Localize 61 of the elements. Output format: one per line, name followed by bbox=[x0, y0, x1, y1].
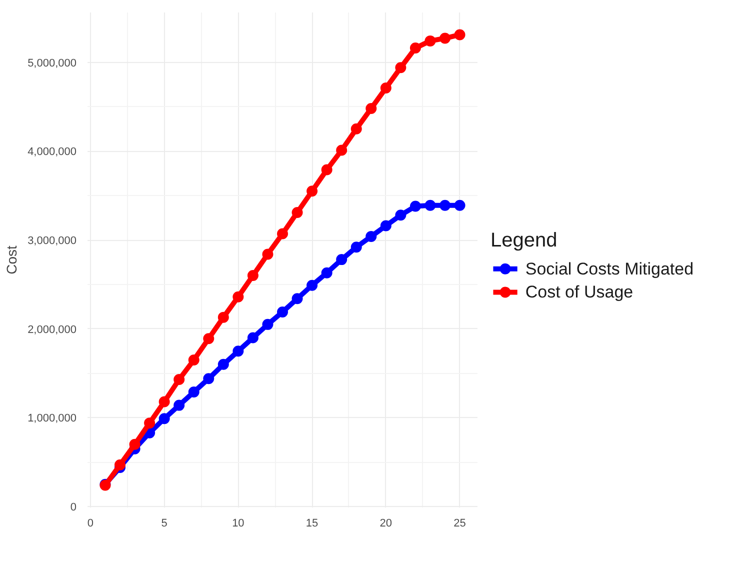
point bbox=[203, 373, 214, 384]
point bbox=[410, 42, 421, 54]
point bbox=[440, 200, 450, 211]
legend-title: Legend bbox=[490, 229, 558, 252]
point bbox=[158, 396, 170, 408]
point bbox=[262, 318, 274, 330]
point bbox=[277, 228, 288, 240]
y-tick-label: 5,000,000 bbox=[28, 57, 76, 70]
point bbox=[336, 144, 348, 156]
point bbox=[366, 230, 377, 242]
point bbox=[410, 200, 421, 212]
x-tick-label: 0 bbox=[87, 518, 94, 530]
y-tick-label: 2,000,000 bbox=[28, 324, 76, 336]
point bbox=[247, 270, 258, 282]
point bbox=[218, 312, 229, 323]
point bbox=[395, 210, 406, 221]
legend-label: Cost of Usage bbox=[525, 282, 634, 302]
point bbox=[129, 438, 140, 450]
point bbox=[188, 386, 200, 398]
y-tick-label: 0 bbox=[70, 502, 77, 514]
point bbox=[232, 291, 244, 302]
x-tick-label: 25 bbox=[454, 518, 466, 530]
x-tick-label: 10 bbox=[232, 518, 244, 530]
point bbox=[321, 267, 332, 278]
point bbox=[440, 32, 450, 44]
point bbox=[350, 242, 362, 253]
point bbox=[350, 123, 362, 134]
y-tick-label: 1,000,000 bbox=[28, 412, 76, 425]
point bbox=[336, 254, 348, 266]
point bbox=[454, 29, 466, 40]
x-tick-label: 15 bbox=[306, 518, 318, 530]
legend-label: Social Costs Mitigated bbox=[525, 259, 694, 278]
y-tick-label: 4,000,000 bbox=[28, 146, 76, 158]
point bbox=[424, 35, 436, 46]
point bbox=[306, 186, 318, 197]
point bbox=[395, 62, 406, 74]
point bbox=[114, 459, 126, 470]
point bbox=[366, 102, 377, 114]
point bbox=[174, 400, 185, 411]
x-tick-label: 5 bbox=[161, 518, 168, 530]
point bbox=[232, 346, 244, 357]
point bbox=[306, 280, 318, 291]
point bbox=[380, 220, 392, 232]
x-tick-label: 20 bbox=[380, 518, 392, 530]
point bbox=[262, 248, 274, 260]
point bbox=[292, 293, 303, 304]
point bbox=[188, 354, 200, 366]
point bbox=[454, 200, 466, 211]
y-tick-label: 3,000,000 bbox=[28, 235, 76, 248]
point bbox=[380, 82, 392, 94]
point bbox=[321, 164, 332, 176]
point bbox=[144, 418, 156, 429]
point bbox=[174, 374, 185, 386]
point bbox=[424, 200, 436, 211]
point bbox=[277, 306, 288, 318]
point bbox=[203, 333, 214, 344]
y-axis-title: Cost bbox=[4, 245, 20, 274]
point bbox=[247, 332, 258, 344]
point bbox=[292, 206, 303, 218]
point bbox=[218, 358, 229, 370]
point bbox=[158, 413, 170, 424]
